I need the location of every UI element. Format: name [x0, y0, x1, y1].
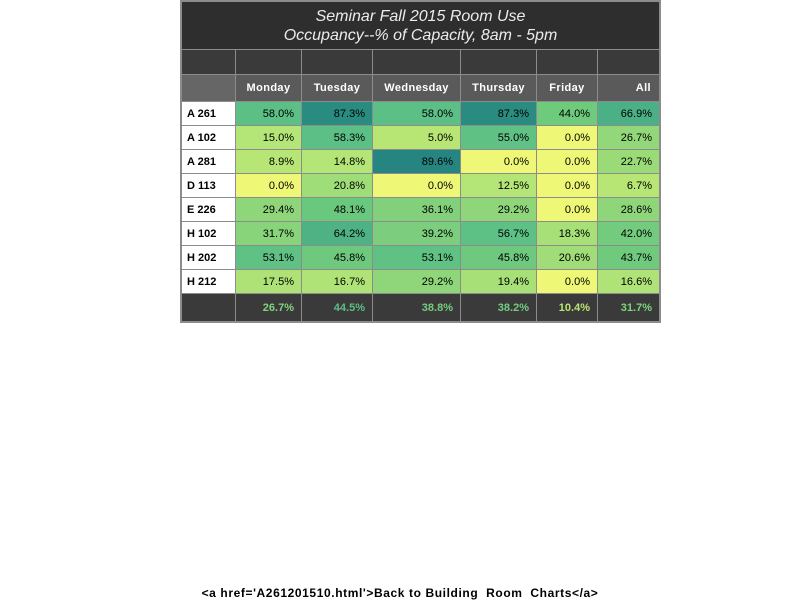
occupancy-cell: 58.0% — [236, 102, 301, 125]
occupancy-cell: 53.1% — [236, 246, 301, 269]
occupancy-cell: 36.1% — [373, 198, 460, 221]
spacer-cell — [373, 50, 460, 74]
title-row: Seminar Fall 2015 Room Use Occupancy--% … — [182, 2, 659, 49]
row-label-room: D 113 — [182, 174, 235, 197]
column-header-thursday: Thursday — [461, 75, 536, 101]
occupancy-cell: 64.2% — [302, 222, 372, 245]
spacer-cell — [302, 50, 372, 74]
occupancy-cell: 16.6% — [598, 270, 659, 293]
table-title: Seminar Fall 2015 Room Use Occupancy--% … — [182, 2, 659, 49]
occupancy-cell: 31.7% — [236, 222, 301, 245]
table-row: A 261 58.0% 87.3% 58.0% 87.3% 44.0% 66.9% — [182, 102, 659, 125]
occupancy-cell: 0.0% — [537, 126, 597, 149]
occupancy-cell: 14.8% — [302, 150, 372, 173]
occupancy-cell: 42.0% — [598, 222, 659, 245]
table-row: H 202 53.1% 45.8% 53.1% 45.8% 20.6% 43.7% — [182, 246, 659, 269]
total-cell: 44.5% — [302, 294, 372, 321]
occupancy-cell: 18.3% — [537, 222, 597, 245]
occupancy-cell: 53.1% — [373, 246, 460, 269]
table-row: D 113 0.0% 20.8% 0.0% 12.5% 0.0% 6.7% — [182, 174, 659, 197]
row-label-room: A 102 — [182, 126, 235, 149]
occupancy-cell: 0.0% — [537, 198, 597, 221]
occupancy-cell: 87.3% — [302, 102, 372, 125]
occupancy-cell: 8.9% — [236, 150, 301, 173]
occupancy-cell: 12.5% — [461, 174, 536, 197]
total-cell: 31.7% — [598, 294, 659, 321]
spacer-cell — [182, 50, 235, 74]
spacer-cell — [236, 50, 301, 74]
occupancy-cell: 0.0% — [373, 174, 460, 197]
occupancy-cell: 89.6% — [373, 150, 460, 173]
row-label-room: A 281 — [182, 150, 235, 173]
row-label-room: H 202 — [182, 246, 235, 269]
total-cell: 10.4% — [537, 294, 597, 321]
total-cell: 38.2% — [461, 294, 536, 321]
occupancy-cell: 66.9% — [598, 102, 659, 125]
occupancy-cell: 45.8% — [302, 246, 372, 269]
occupancy-cell: 22.7% — [598, 150, 659, 173]
occupancy-cell: 56.7% — [461, 222, 536, 245]
occupancy-cell: 39.2% — [373, 222, 460, 245]
column-header-tuesday: Tuesday — [302, 75, 372, 101]
occupancy-cell: 16.7% — [302, 270, 372, 293]
row-label-room: E 226 — [182, 198, 235, 221]
row-label-room: H 212 — [182, 270, 235, 293]
occupancy-cell: 28.6% — [598, 198, 659, 221]
occupancy-cell: 44.0% — [537, 102, 597, 125]
occupancy-cell: 26.7% — [598, 126, 659, 149]
spacer-cell — [537, 50, 597, 74]
occupancy-cell: 17.5% — [236, 270, 301, 293]
header-row: Monday Tuesday Wednesday Thursday Friday… — [182, 75, 659, 101]
column-header-friday: Friday — [537, 75, 597, 101]
total-cell: 26.7% — [236, 294, 301, 321]
occupancy-cell: 6.7% — [598, 174, 659, 197]
occupancy-cell: 55.0% — [461, 126, 536, 149]
occupancy-cell: 5.0% — [373, 126, 460, 149]
table-row: E 226 29.4% 48.1% 36.1% 29.2% 0.0% 28.6% — [182, 198, 659, 221]
spacer-row — [182, 50, 659, 74]
occupancy-cell: 0.0% — [461, 150, 536, 173]
occupancy-cell: 87.3% — [461, 102, 536, 125]
title-line-2: Occupancy--% of Capacity, 8am - 5pm — [283, 26, 558, 44]
table-row: H 102 31.7% 64.2% 39.2% 56.7% 18.3% 42.0% — [182, 222, 659, 245]
title-line-1: Seminar Fall 2015 Room Use — [315, 7, 526, 25]
totals-row: 26.7% 44.5% 38.8% 38.2% 10.4% 31.7% — [182, 294, 659, 321]
occupancy-cell: 20.6% — [537, 246, 597, 269]
column-header-all: All — [598, 75, 659, 101]
occupancy-cell: 29.2% — [373, 270, 460, 293]
occupancy-cell: 29.4% — [236, 198, 301, 221]
spacer-cell — [461, 50, 536, 74]
occupancy-cell: 43.7% — [598, 246, 659, 269]
row-label-room: A 261 — [182, 102, 235, 125]
occupancy-cell: 0.0% — [537, 270, 597, 293]
occupancy-cell: 0.0% — [537, 150, 597, 173]
table-row: A 102 15.0% 58.3% 5.0% 55.0% 0.0% 26.7% — [182, 126, 659, 149]
occupancy-cell: 48.1% — [302, 198, 372, 221]
totals-label-cell — [182, 294, 235, 321]
column-header-wednesday: Wednesday — [373, 75, 460, 101]
total-cell: 38.8% — [373, 294, 460, 321]
spacer-cell — [598, 50, 659, 74]
occupancy-table: Seminar Fall 2015 Room Use Occupancy--% … — [180, 0, 661, 323]
occupancy-cell: 45.8% — [461, 246, 536, 269]
column-header-monday: Monday — [236, 75, 301, 101]
occupancy-cell: 20.8% — [302, 174, 372, 197]
table-row: A 281 8.9% 14.8% 89.6% 0.0% 0.0% 22.7% — [182, 150, 659, 173]
occupancy-cell: 58.3% — [302, 126, 372, 149]
header-corner — [182, 75, 235, 101]
occupancy-cell: 58.0% — [373, 102, 460, 125]
occupancy-cell: 19.4% — [461, 270, 536, 293]
occupancy-cell: 29.2% — [461, 198, 536, 221]
occupancy-cell: 15.0% — [236, 126, 301, 149]
row-label-room: H 102 — [182, 222, 235, 245]
occupancy-cell: 0.0% — [236, 174, 301, 197]
occupancy-cell: 0.0% — [537, 174, 597, 197]
back-to-charts-link[interactable]: <a href='A261201510.html'>Back to Buildi… — [201, 586, 599, 600]
table-row: H 212 17.5% 16.7% 29.2% 19.4% 0.0% 16.6% — [182, 270, 659, 293]
